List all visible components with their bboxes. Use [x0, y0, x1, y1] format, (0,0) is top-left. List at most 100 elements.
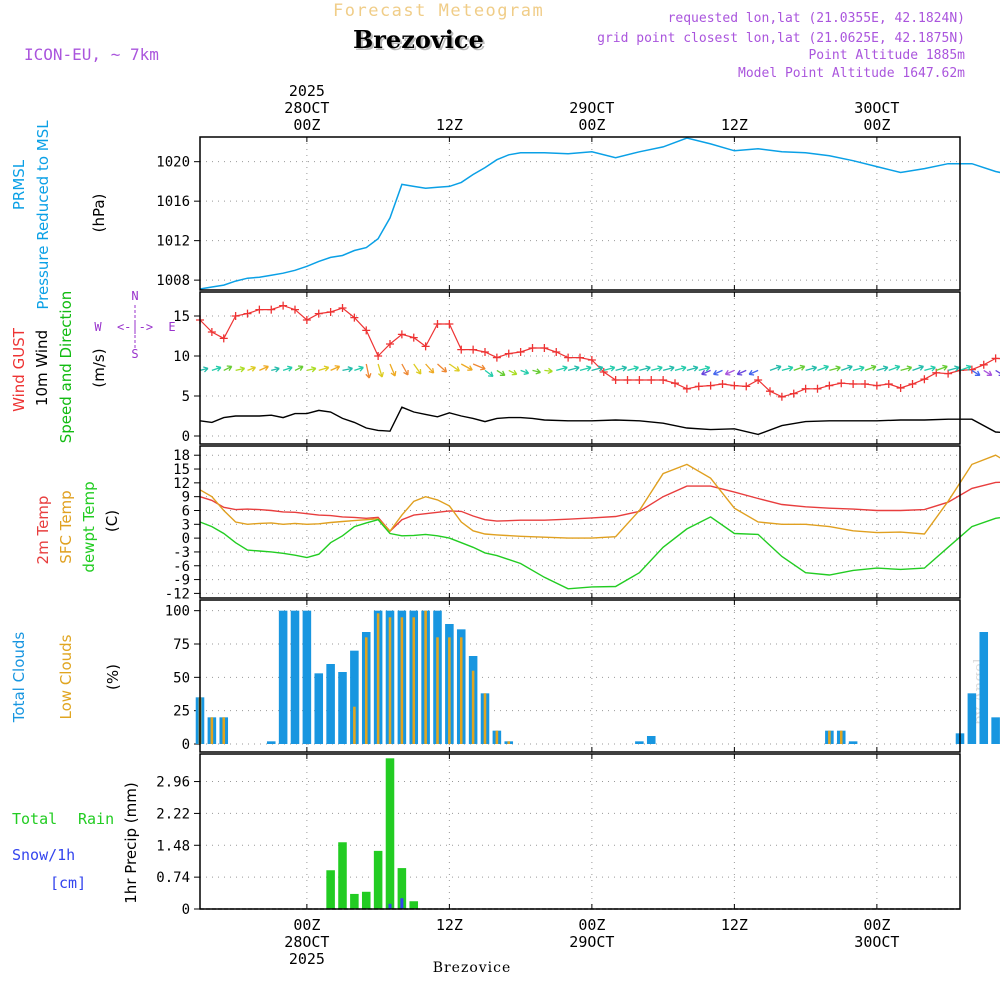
wind-direction-arrow — [342, 366, 353, 373]
total-cloud-bar — [991, 717, 1000, 744]
y-tick-label: -6 — [173, 559, 190, 575]
gust-marker — [552, 348, 561, 356]
gust-marker — [291, 305, 299, 314]
gust-marker — [302, 316, 311, 324]
y-tick-label: 2.22 — [156, 806, 190, 822]
y-tick-label: 1008 — [156, 273, 190, 289]
sfc-temp-label: SFC Temp — [57, 490, 75, 563]
panel-temperature — [194, 446, 960, 598]
wind-direction-arrow — [995, 369, 1000, 376]
wind-direction-arrow — [294, 365, 304, 371]
wind-direction-arrow — [651, 365, 663, 372]
y-tick-label: 0 — [182, 902, 190, 918]
wind-direction-arrow — [247, 365, 257, 372]
wind-direction-arrow — [724, 369, 735, 376]
dewpt-line — [199, 516, 1000, 590]
total-cloud-bar — [646, 736, 656, 744]
wind-direction-arrow — [496, 369, 506, 377]
gust-marker — [694, 382, 703, 391]
gust-marker — [267, 305, 276, 314]
wind-direction-arrow — [698, 365, 711, 372]
low-cloud-bar — [364, 637, 368, 744]
low-cloud-bar — [400, 617, 404, 744]
gust-marker — [979, 360, 988, 369]
y-tick-label: 100 — [165, 604, 190, 620]
wind-direction-arrow — [282, 365, 293, 372]
wind-direction-arrow — [579, 365, 592, 372]
top-time-label: 00Z — [578, 116, 605, 134]
top-time-label: 30OCT — [854, 99, 899, 117]
gust-marker — [825, 381, 834, 390]
y-tick-label: 5 — [182, 389, 190, 405]
snow-bar — [388, 903, 392, 909]
y-tick-label: 50 — [173, 670, 190, 686]
wind-direction-arrow — [377, 363, 384, 378]
gust-line — [199, 304, 1000, 398]
wind-direction-arrow — [959, 364, 972, 372]
gust-marker — [991, 354, 1000, 363]
compass-e: E — [168, 320, 175, 334]
y-tick-label: 10 — [173, 349, 190, 365]
total-cloud-bar — [314, 673, 324, 744]
top-time-label: 00Z — [863, 116, 890, 134]
rain-bar — [338, 842, 347, 909]
wind-direction-arrow — [401, 363, 409, 376]
compass-s: S — [131, 347, 138, 361]
panel-frame — [199, 136, 961, 291]
temp-2m-label: 2m Temp — [34, 496, 52, 565]
rain-bar — [350, 893, 359, 909]
wind-direction-arrow — [567, 365, 580, 372]
wind-direction-arrow — [900, 365, 913, 372]
compass-w: W — [94, 320, 102, 334]
total-cloud-bar — [326, 664, 335, 744]
low-cloud-bar — [495, 730, 499, 744]
gust-marker — [789, 389, 798, 398]
gust-marker — [243, 309, 252, 318]
wind-direction-arrow — [888, 364, 901, 372]
gust-marker — [314, 309, 323, 318]
wind-direction-arrow — [912, 364, 925, 372]
top-time-label: 12Z — [436, 116, 463, 134]
gust-marker — [587, 356, 596, 364]
rain-bar — [397, 868, 407, 909]
gust-marker — [255, 305, 264, 314]
wind-direction-arrow — [425, 363, 435, 374]
gust-marker — [766, 387, 774, 396]
low-cloud-bar — [436, 637, 439, 744]
low-cloud-bar — [507, 741, 511, 744]
wind-direction-arrow — [712, 369, 723, 376]
y-tick-label: 25 — [173, 704, 190, 720]
wind-direction-arrow — [852, 365, 865, 372]
wind-direction-arrow — [674, 365, 687, 372]
y-tick-label: 75 — [173, 637, 190, 653]
wind-direction-arrow — [223, 365, 233, 371]
gust-marker — [813, 384, 822, 393]
gust-marker — [397, 330, 406, 339]
wind-direction-arrow — [627, 365, 639, 372]
y-tick-label: 3 — [182, 517, 190, 533]
wind-direction-arrow — [508, 369, 518, 376]
gust-marker — [492, 353, 501, 362]
gust-marker — [564, 353, 573, 362]
gust-marker — [682, 384, 691, 393]
bottom-time-label: 2025 — [289, 950, 325, 968]
y-tick-label: 0 — [182, 429, 190, 445]
y-tick-label: 1020 — [156, 155, 190, 171]
wind-direction-arrow — [211, 365, 222, 372]
footer-location: Brezovice — [433, 960, 512, 976]
pressure-long-label: Pressure Reduced to MSL — [34, 120, 52, 310]
precip-label: 1hr Precip (mm) — [122, 782, 140, 903]
wind-direction-arrow — [793, 364, 806, 372]
panel-pressure — [194, 137, 960, 290]
y-tick-label: -3 — [173, 545, 190, 561]
gust-marker — [528, 344, 537, 352]
y-tick-label: 6 — [182, 503, 190, 519]
gust-marker — [861, 380, 869, 388]
y-tick-label: -12 — [165, 586, 190, 602]
pressure-label: PRMSL — [10, 159, 28, 210]
wind-direction-arrow — [841, 364, 853, 372]
gust-marker — [635, 376, 644, 384]
gust-marker — [326, 308, 335, 316]
low-cloud-bar — [459, 637, 463, 744]
wind-direction-arrow — [484, 369, 494, 378]
